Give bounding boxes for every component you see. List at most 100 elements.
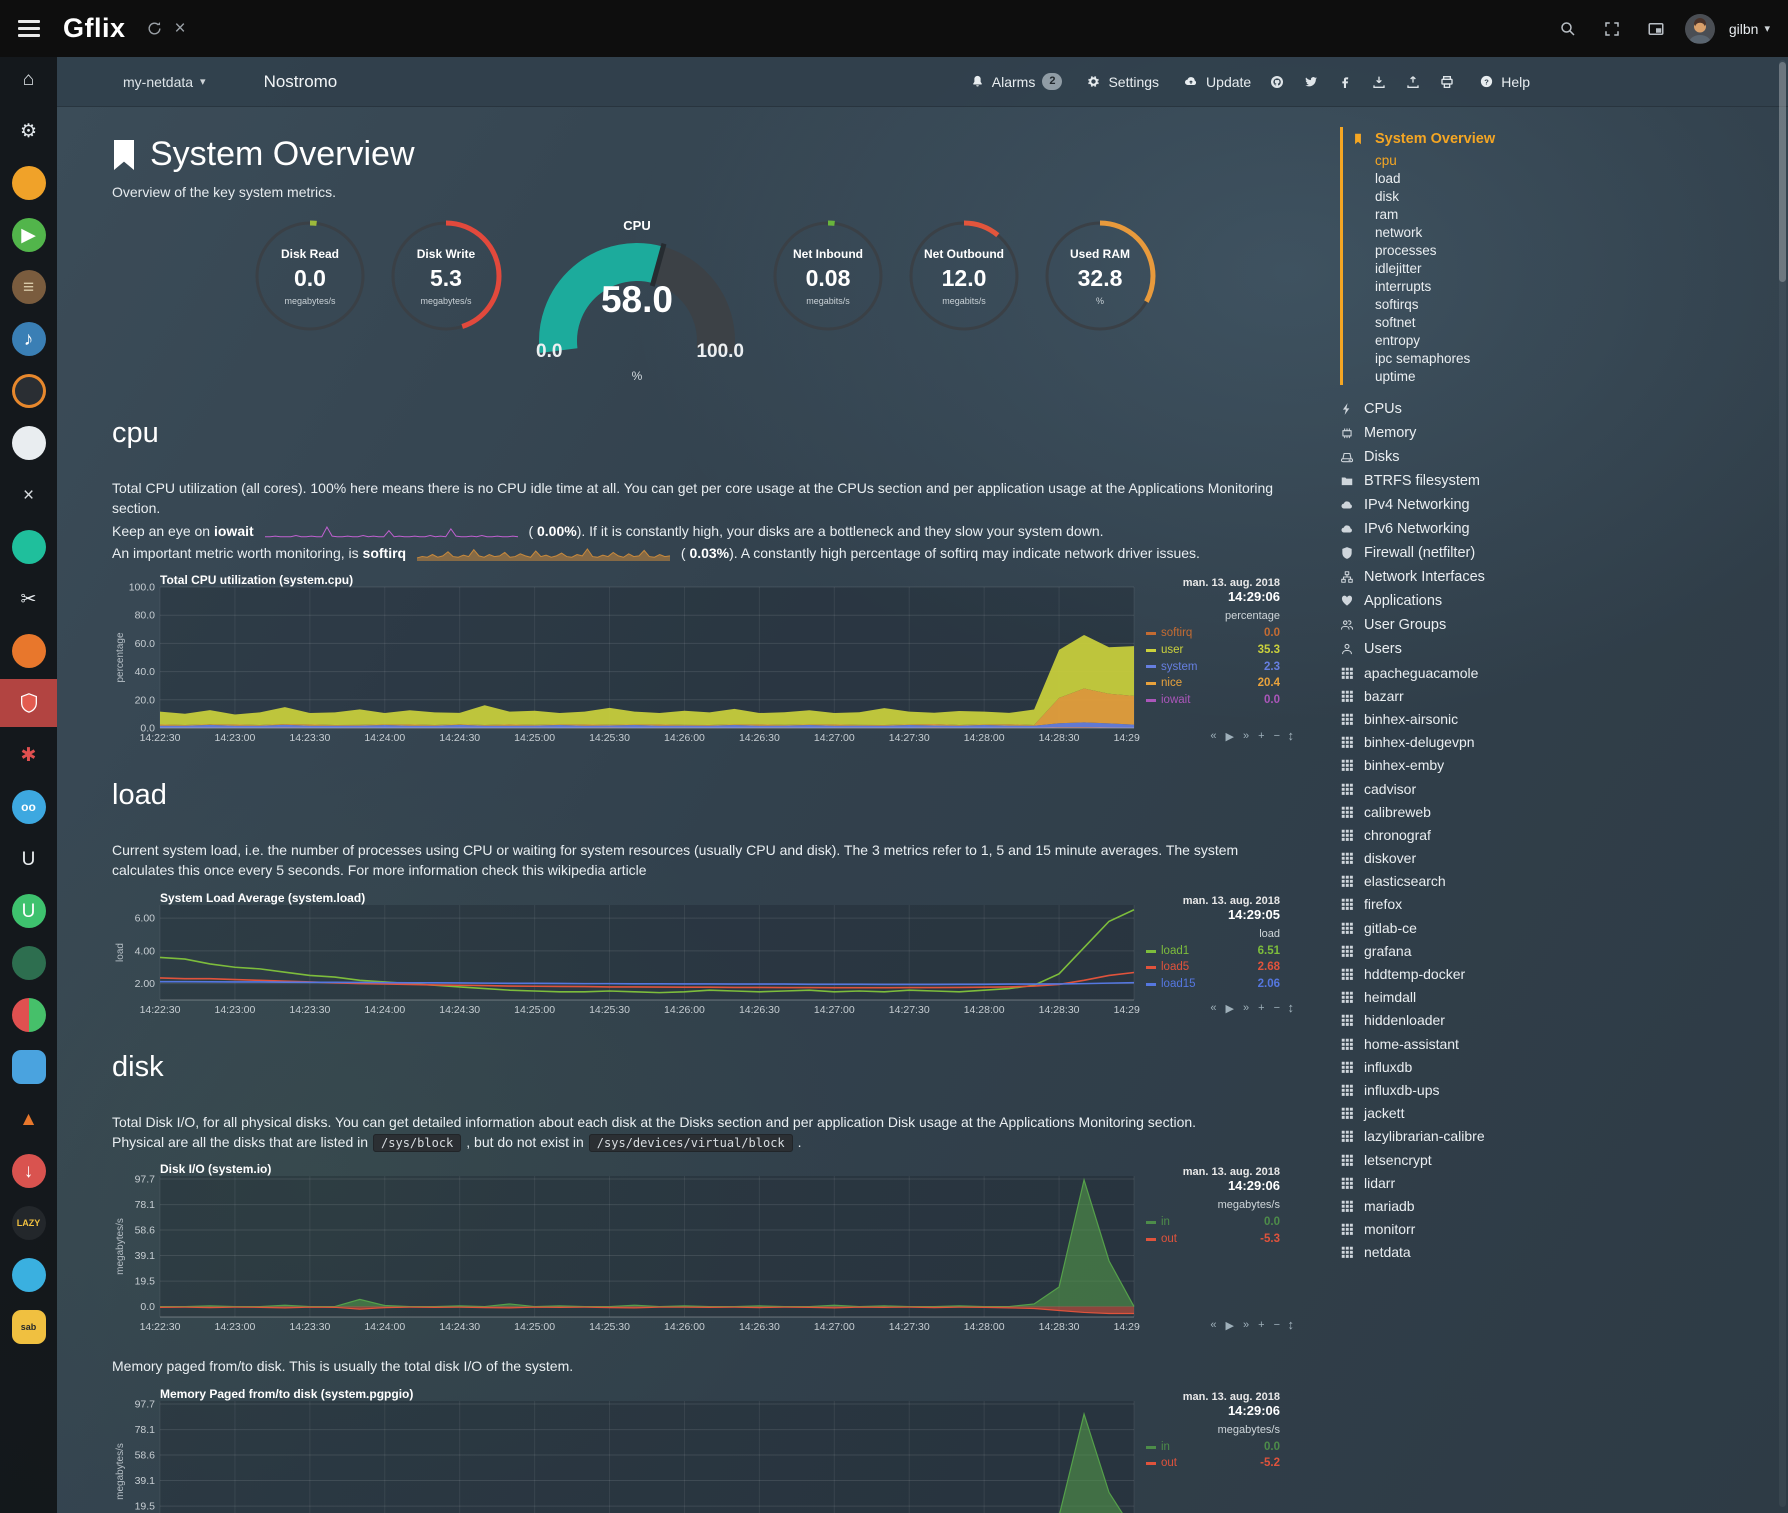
app-shortcut-teal-app[interactable] xyxy=(0,529,57,565)
gauge-net-outbound[interactable]: Net Outbound12.0megabits/s xyxy=(896,218,1032,334)
host-dropdown[interactable]: my-netdata ▾ xyxy=(123,74,206,90)
menu-item-disks[interactable]: Disks xyxy=(1340,445,1780,469)
menu-item-jackett[interactable]: jackett xyxy=(1340,1102,1780,1125)
app-shortcut-emby[interactable]: ▶ xyxy=(0,217,57,253)
pan-backward-icon[interactable]: « xyxy=(1210,1319,1216,1332)
menu-item-lazylibrarian-calibre[interactable]: lazylibrarian-calibre xyxy=(1340,1125,1780,1148)
system-io-plot-area[interactable]: Disk I/O (system.io)14:22:3014:23:0014:2… xyxy=(112,1166,1140,1334)
app-shortcut-orange-app[interactable] xyxy=(0,633,57,669)
menu-sub-ipc-semaphores[interactable]: ipc semaphores xyxy=(1351,349,1780,367)
menu-item-elasticsearch[interactable]: elasticsearch xyxy=(1340,870,1780,893)
menu-item-ipv4-networking[interactable]: IPv4 Networking xyxy=(1340,493,1780,517)
menu-item-binhex-delugevpn[interactable]: binhex-delugevpn xyxy=(1340,731,1780,754)
help-button[interactable]: ? Help xyxy=(1479,74,1530,90)
menu-sub-uptime[interactable]: uptime xyxy=(1351,367,1780,385)
twitter-icon[interactable] xyxy=(1303,74,1319,90)
legend-series-iowait[interactable]: iowait0.0 xyxy=(1146,692,1280,709)
popout-icon[interactable] xyxy=(1641,14,1671,44)
pan-backward-icon[interactable]: « xyxy=(1210,730,1216,743)
close-icon[interactable]: × xyxy=(169,13,192,44)
system-load-plot-area[interactable]: System Load Average (system.load)14:22:3… xyxy=(112,895,1140,1017)
zoom-in-icon[interactable]: + xyxy=(1258,730,1264,743)
disk-io-chart[interactable]: Disk I/O (system.io)14:22:3014:23:0014:2… xyxy=(112,1166,1280,1334)
menu-item-chronograf[interactable]: chronograf xyxy=(1340,823,1780,846)
menu-sub-disk[interactable]: disk xyxy=(1351,187,1780,205)
legend-series-system[interactable]: system2.3 xyxy=(1146,659,1280,676)
zoom-out-icon[interactable]: − xyxy=(1274,1319,1280,1332)
menu-item-firewall-netfilter[interactable]: Firewall (netfilter) xyxy=(1340,541,1780,565)
zoom-out-icon[interactable]: − xyxy=(1274,1002,1280,1015)
menu-item-home-assistant[interactable]: home-assistant xyxy=(1340,1032,1780,1055)
app-shortcut-light-app[interactable] xyxy=(0,425,57,461)
legend-series-out[interactable]: out-5.3 xyxy=(1146,1231,1280,1248)
zoom-out-icon[interactable]: − xyxy=(1274,730,1280,743)
menu-item-bazarr[interactable]: bazarr xyxy=(1340,684,1780,707)
app-shortcut-couchpotato[interactable] xyxy=(0,165,57,201)
menu-sub-load[interactable]: load xyxy=(1351,169,1780,187)
github-icon[interactable] xyxy=(1269,74,1285,90)
menu-item-heimdall[interactable]: heimdall xyxy=(1340,986,1780,1009)
legend-series-in[interactable]: in0.0 xyxy=(1146,1214,1280,1231)
menu-item-gitlab-ce[interactable]: gitlab-ce xyxy=(1340,916,1780,939)
update-button[interactable]: Update xyxy=(1183,74,1251,90)
menu-item-influxdb-ups[interactable]: influxdb-ups xyxy=(1340,1078,1780,1101)
menu-item-binhex-airsonic[interactable]: binhex-airsonic xyxy=(1340,707,1780,730)
softirq-sparkline[interactable] xyxy=(416,546,671,562)
menu-item-grafana[interactable]: grafana xyxy=(1340,939,1780,962)
menu-item-hddtemp-docker[interactable]: hddtemp-docker xyxy=(1340,962,1780,985)
pan-forward-icon[interactable]: » xyxy=(1243,730,1249,743)
app-shortcut-red-download[interactable]: ↓ xyxy=(0,1153,57,1189)
search-icon[interactable] xyxy=(1553,14,1583,44)
menu-item-mariadb[interactable]: mariadb xyxy=(1340,1194,1780,1217)
scrollbar-thumb[interactable] xyxy=(1779,62,1786,282)
menu-item-users[interactable]: Users xyxy=(1340,637,1780,661)
app-shortcut-airsonic[interactable]: ♪ xyxy=(0,321,57,357)
alarms-button[interactable]: Alarms 2 xyxy=(970,73,1063,90)
menu-sub-processes[interactable]: processes xyxy=(1351,241,1780,259)
app-shortcut-nextcloud[interactable]: oo xyxy=(0,789,57,825)
app-shortcut-scissors[interactable]: ✂ xyxy=(0,581,57,617)
menu-item-network-interfaces[interactable]: Network Interfaces xyxy=(1340,565,1780,589)
menu-item-diskover[interactable]: diskover xyxy=(1340,847,1780,870)
menu-item-influxdb[interactable]: influxdb xyxy=(1340,1055,1780,1078)
menu-item-firefox[interactable]: firefox xyxy=(1340,893,1780,916)
menu-sub-idlejitter[interactable]: idlejitter xyxy=(1351,259,1780,277)
gauge-used-ram[interactable]: Used RAM32.8% xyxy=(1032,218,1168,334)
refresh-icon[interactable] xyxy=(140,14,169,43)
legend-series-in[interactable]: in0.0 xyxy=(1146,1439,1280,1456)
print-icon[interactable] xyxy=(1439,74,1455,90)
app-shortcut-crate[interactable]: ≡ xyxy=(0,269,57,305)
app-shortcut-sabnzbd[interactable]: sab xyxy=(0,1309,57,1345)
menu-sub-softnet[interactable]: softnet xyxy=(1351,313,1780,331)
app-shortcut-settings[interactable]: ⚙ xyxy=(0,113,57,149)
cpu-chart[interactable]: Total CPU utilization (system.cpu)14:22:… xyxy=(112,577,1280,745)
menu-sub-ram[interactable]: ram xyxy=(1351,205,1780,223)
pan-forward-icon[interactable]: » xyxy=(1243,1002,1249,1015)
menu-item-ipv6-networking[interactable]: IPv6 Networking xyxy=(1340,517,1780,541)
fullscreen-icon[interactable] xyxy=(1597,14,1627,44)
menu-item-netdata[interactable]: netdata xyxy=(1340,1241,1780,1264)
app-shortcut-pills[interactable] xyxy=(0,997,57,1033)
legend-series-user[interactable]: user35.3 xyxy=(1146,642,1280,659)
menu-sub-softirqs[interactable]: softirqs xyxy=(1351,295,1780,313)
system-pgpgio-plot-area[interactable]: Memory Paged from/to disk (system.pgpgio… xyxy=(112,1391,1140,1513)
app-shortcut-blue-window[interactable] xyxy=(0,1049,57,1085)
zoom-in-icon[interactable]: + xyxy=(1258,1319,1264,1332)
menu-item-cpus[interactable]: CPUs xyxy=(1340,397,1780,421)
app-shortcut-horseshoe[interactable]: U xyxy=(0,841,57,877)
chart-resize-handle[interactable]: ↕ xyxy=(1288,1000,1295,1015)
app-shortcut-x-app[interactable]: × xyxy=(0,477,57,513)
system-cpu-plot-area[interactable]: Total CPU utilization (system.cpu)14:22:… xyxy=(112,577,1140,745)
legend-series-load15[interactable]: load152.06 xyxy=(1146,976,1280,993)
menu-icon[interactable] xyxy=(0,20,57,37)
menu-item-letsencrypt[interactable]: letsencrypt xyxy=(1340,1148,1780,1171)
scrollbar[interactable] xyxy=(1779,60,1786,1507)
app-shortcut-jackett[interactable] xyxy=(0,373,57,409)
legend-series-load5[interactable]: load52.68 xyxy=(1146,959,1280,976)
settings-button[interactable]: Settings xyxy=(1086,74,1159,90)
gauge-net-inbound[interactable]: Net Inbound0.08megabits/s xyxy=(760,218,896,334)
facebook-icon[interactable] xyxy=(1337,74,1353,90)
app-shortcut-droplet[interactable] xyxy=(0,1257,57,1293)
menu-item-hiddenloader[interactable]: hiddenloader xyxy=(1340,1009,1780,1032)
pan-backward-icon[interactable]: « xyxy=(1210,1002,1216,1015)
